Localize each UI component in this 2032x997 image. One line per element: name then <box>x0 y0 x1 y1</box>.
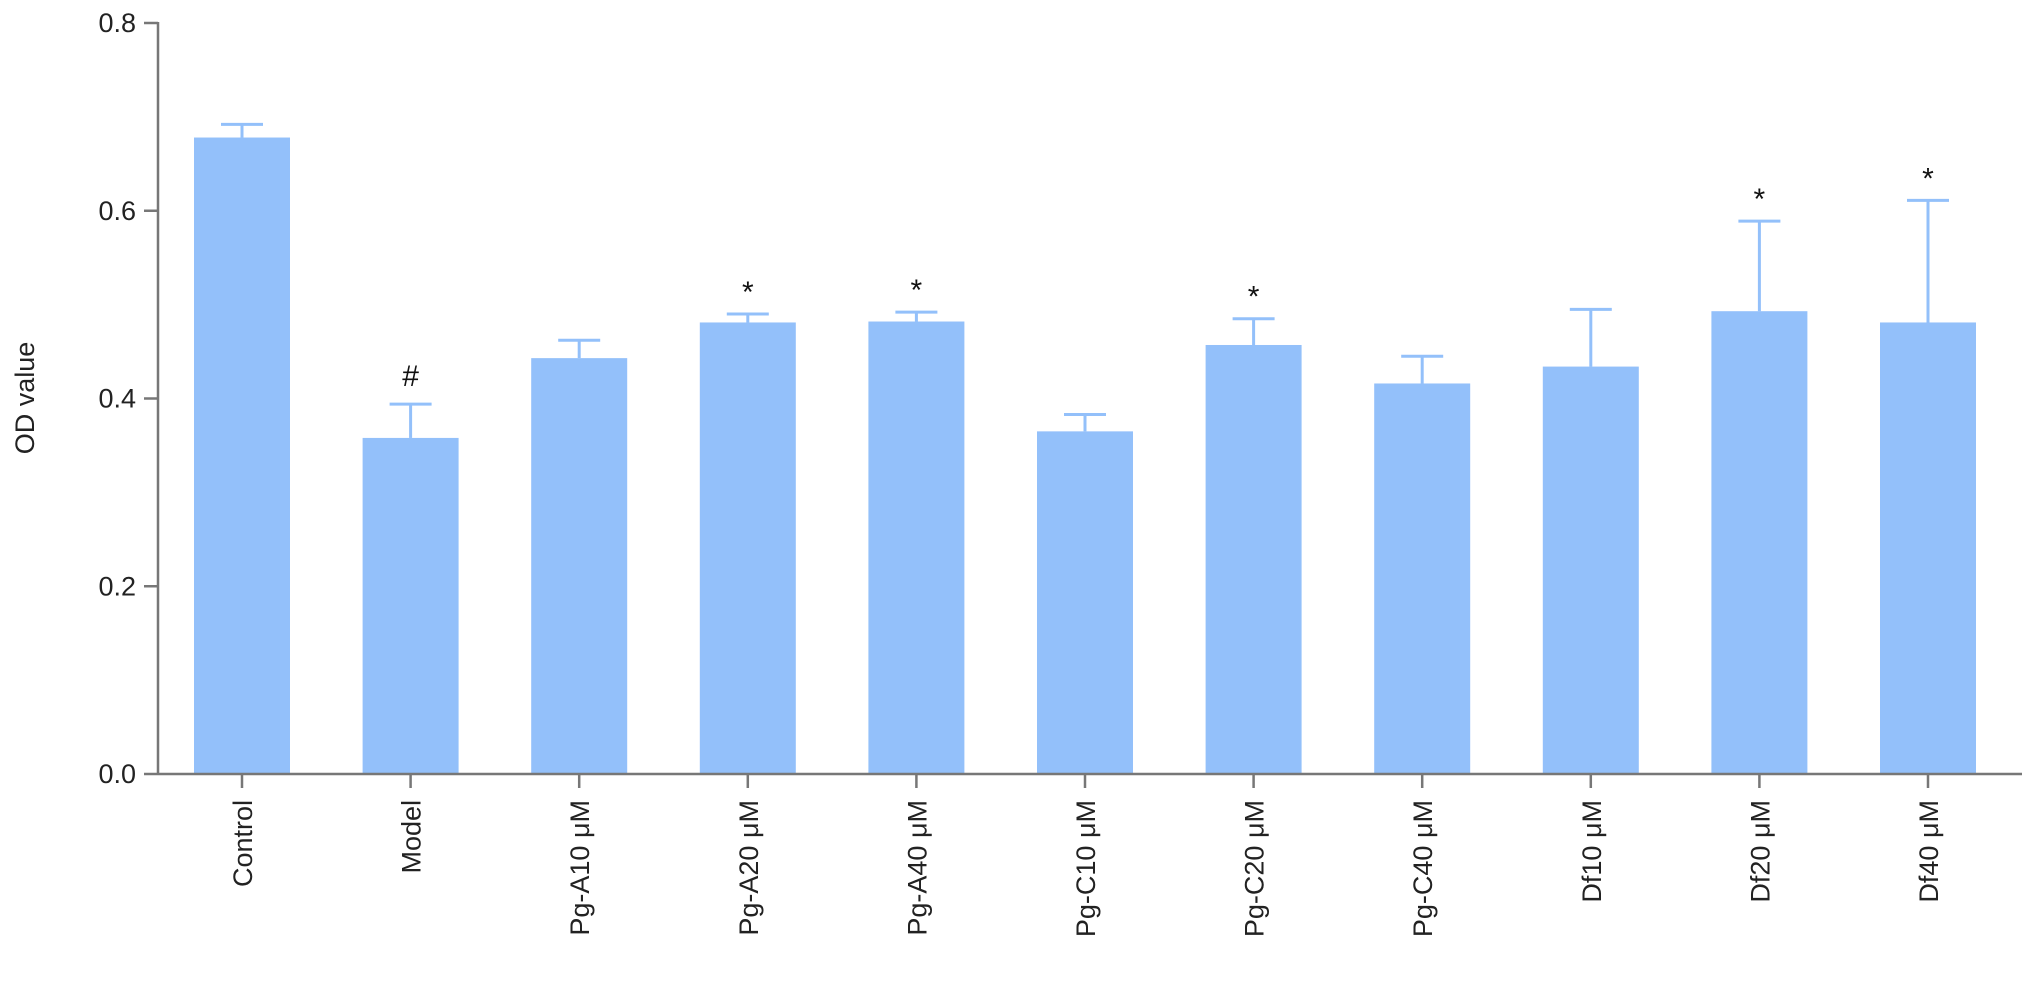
x-tick-label: Control <box>228 800 258 887</box>
x-tick-label: Pg-C20 μM <box>1240 800 1270 937</box>
y-tick-label: 0.8 <box>98 8 136 38</box>
bar-pg-a40-m <box>868 321 965 774</box>
bar-pg-c20-m <box>1205 344 1302 774</box>
x-tick-label: Pg-A10 μM <box>565 800 595 936</box>
bar-df10-m <box>1542 366 1639 774</box>
significance-marker: * <box>742 276 754 309</box>
y-tick-label: 0.2 <box>98 571 136 601</box>
y-axis-title: OD value <box>10 342 40 455</box>
bar-model <box>362 437 459 774</box>
bar-df40-m <box>1880 322 1976 774</box>
x-ticks-group: Control Model Pg-A10 μM Pg-A20 μM Pg-A40 μM P… <box>228 774 1944 937</box>
significance-marker: * <box>1922 162 1934 195</box>
bar-pg-a10-m <box>531 358 628 774</box>
x-tick-label: Pg-A40 μM <box>902 800 932 936</box>
bars-group: # * * * * * <box>194 122 1976 775</box>
bar-pg-c40-m <box>1374 383 1471 774</box>
x-tick-label: Df20 μM <box>1745 800 1775 903</box>
y-tick-label: 0.4 <box>98 384 136 414</box>
x-tick-label: Model <box>397 800 427 874</box>
significance-marker: * <box>911 274 923 307</box>
x-tick-label: Df40 μM <box>1914 800 1944 903</box>
x-tick-label: Df10 μM <box>1577 800 1607 903</box>
y-ticks-group: 0.0 0.2 0.4 0.6 0.8 <box>98 8 158 789</box>
y-tick-label: 0.0 <box>98 759 136 789</box>
x-tick-label: Pg-A20 μM <box>734 800 764 936</box>
significance-marker: # <box>402 360 419 393</box>
significance-marker: * <box>1248 281 1260 314</box>
y-tick-label: 0.6 <box>98 196 136 226</box>
x-tick-label: Pg-C40 μM <box>1408 800 1438 937</box>
x-tick-label: Pg-C10 μM <box>1071 800 1101 937</box>
bar-control <box>194 137 290 775</box>
bar-df20-m <box>1711 311 1808 774</box>
bar-pg-a20-m <box>699 322 796 774</box>
bar-pg-c10-m <box>1037 431 1133 774</box>
significance-marker: * <box>1754 183 1766 216</box>
